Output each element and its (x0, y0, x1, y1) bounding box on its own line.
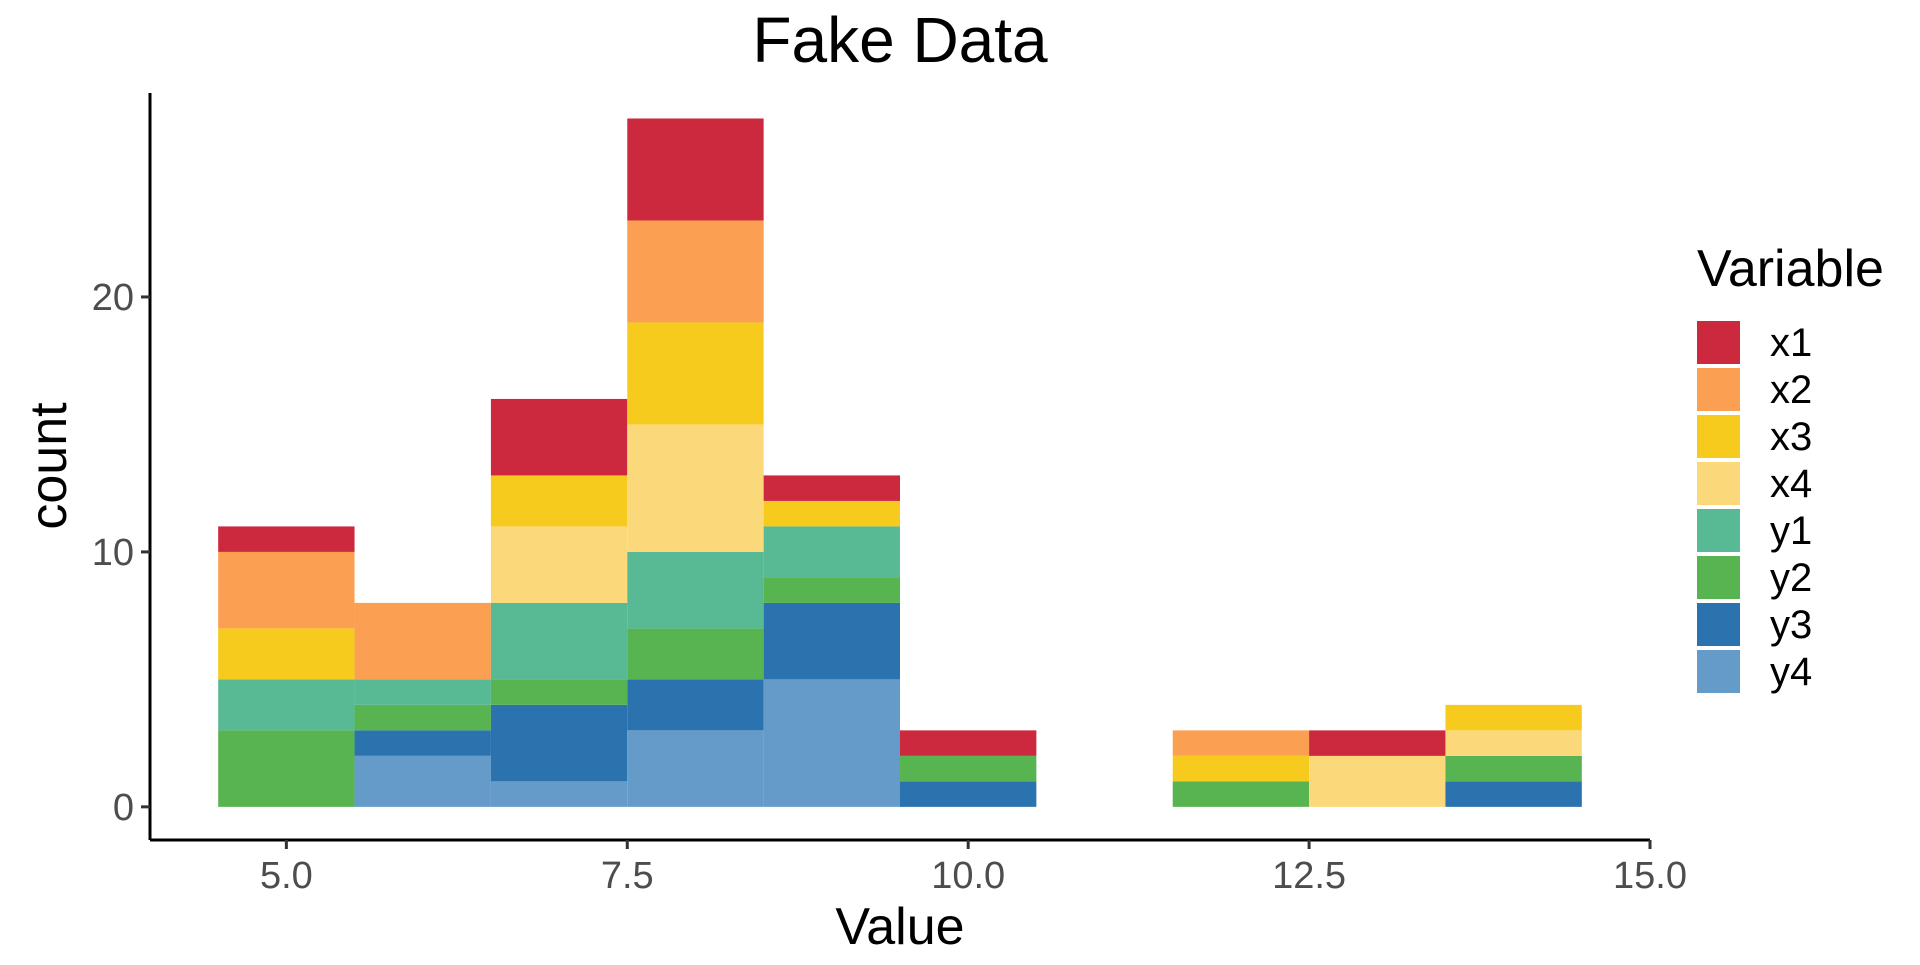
bar-segment-x1-bin-10 (900, 730, 1037, 756)
y-axis-title: count (20, 402, 78, 530)
chart-title: Fake Data (752, 4, 1048, 76)
bar-segment-x2-bin-5 (218, 551, 355, 629)
legend-label-x1: x1 (1770, 321, 1812, 365)
legend-swatch-x2 (1697, 368, 1740, 411)
x-tick-label: 7.5 (601, 855, 654, 897)
legend-label-y3: y3 (1770, 603, 1812, 647)
bar-segment-x4-bin-7 (490, 526, 628, 603)
legend-swatch-x1 (1697, 321, 1740, 364)
legend-label-y4: y4 (1770, 650, 1812, 694)
bar-segment-y2-bin-14 (1445, 755, 1582, 782)
y-tick-label: 10 (92, 532, 134, 574)
bar-segment-x1-bin-7 (490, 398, 628, 476)
bar-segment-y1-bin-9 (763, 526, 900, 578)
legend-label-x2: x2 (1770, 368, 1812, 412)
bar-segment-y4-bin-8 (627, 730, 764, 807)
bar-segment-y3-bin-9 (763, 602, 900, 680)
x-tick-label: 10.0 (931, 855, 1005, 897)
bar-segment-x3-bin-7 (490, 475, 628, 527)
x-tick-label: 5.0 (260, 855, 313, 897)
y-tick-label: 0 (113, 787, 134, 829)
x-ticks-layer: 5.0 7.5 10.0 12.5 15.0 (260, 840, 1687, 897)
legend-label-x4: x4 (1770, 462, 1812, 506)
bar-segment-y3-bin-8 (627, 679, 764, 731)
legend-swatch-y1 (1697, 509, 1740, 552)
legend-label-y1: y1 (1770, 509, 1812, 553)
bar-segment-x3-bin-9 (763, 500, 900, 527)
x-axis-title: Value (835, 898, 964, 956)
bar-segment-y3-bin-14 (1445, 781, 1582, 807)
bar-segment-y2-bin-7 (490, 679, 628, 705)
y-ticks-layer: 0 10 20 (92, 277, 150, 829)
y-tick-label: 20 (92, 277, 134, 319)
legend-swatch-x4 (1697, 462, 1740, 505)
bar-segment-y3-bin-7 (490, 704, 628, 782)
bar-segment-x1-bin-13 (1309, 730, 1446, 756)
bar-segment-x2-bin-6 (354, 602, 491, 680)
bar-segment-y2-bin-12 (1172, 781, 1310, 807)
bar-segment-y1-bin-5 (218, 679, 355, 731)
x-tick-label: 15.0 (1613, 855, 1687, 897)
bar-segment-y2-bin-6 (354, 704, 491, 731)
bar-segment-x1-bin-5 (218, 526, 355, 552)
bar-segment-x2-bin-8 (627, 220, 764, 323)
x-tick-label: 12.5 (1272, 855, 1346, 897)
bar-segment-y3-bin-6 (354, 730, 491, 756)
legend-swatch-y2 (1697, 556, 1740, 599)
bar-segment-x1-bin-9 (763, 475, 900, 501)
legend-title: Variable (1697, 240, 1884, 298)
legend-label-y2: y2 (1770, 556, 1812, 600)
bar-segment-x4-bin-13 (1309, 755, 1446, 807)
bar-segment-y4-bin-7 (490, 781, 628, 807)
bar-segment-y2-bin-5 (218, 730, 355, 807)
legend-label-x3: x3 (1770, 415, 1812, 459)
bar-segment-y4-bin-9 (763, 679, 900, 807)
bar-segment-y1-bin-8 (627, 551, 764, 629)
bar-segment-y1-bin-7 (490, 602, 628, 680)
bar-segment-y4-bin-6 (354, 755, 491, 807)
bar-segment-x1-bin-8 (627, 118, 764, 221)
bar-segment-x2-bin-12 (1172, 730, 1310, 756)
bars-layer (218, 118, 1582, 807)
bar-segment-y2-bin-9 (763, 577, 900, 603)
bar-segment-y2-bin-8 (627, 628, 764, 680)
legend-swatch-y3 (1697, 603, 1740, 646)
bar-segment-y2-bin-10 (900, 755, 1037, 782)
bar-segment-y3-bin-10 (900, 781, 1037, 807)
bar-segment-y1-bin-6 (354, 679, 491, 705)
bar-segment-x3-bin-12 (1172, 755, 1310, 782)
legend-swatch-y4 (1697, 650, 1740, 693)
bar-segment-x3-bin-14 (1445, 704, 1582, 731)
bar-segment-x4-bin-8 (627, 424, 764, 552)
bar-segment-x3-bin-8 (627, 322, 764, 425)
bar-segment-x3-bin-5 (218, 628, 355, 680)
bar-segment-x4-bin-14 (1445, 730, 1582, 756)
legend-swatch-x3 (1697, 415, 1740, 458)
